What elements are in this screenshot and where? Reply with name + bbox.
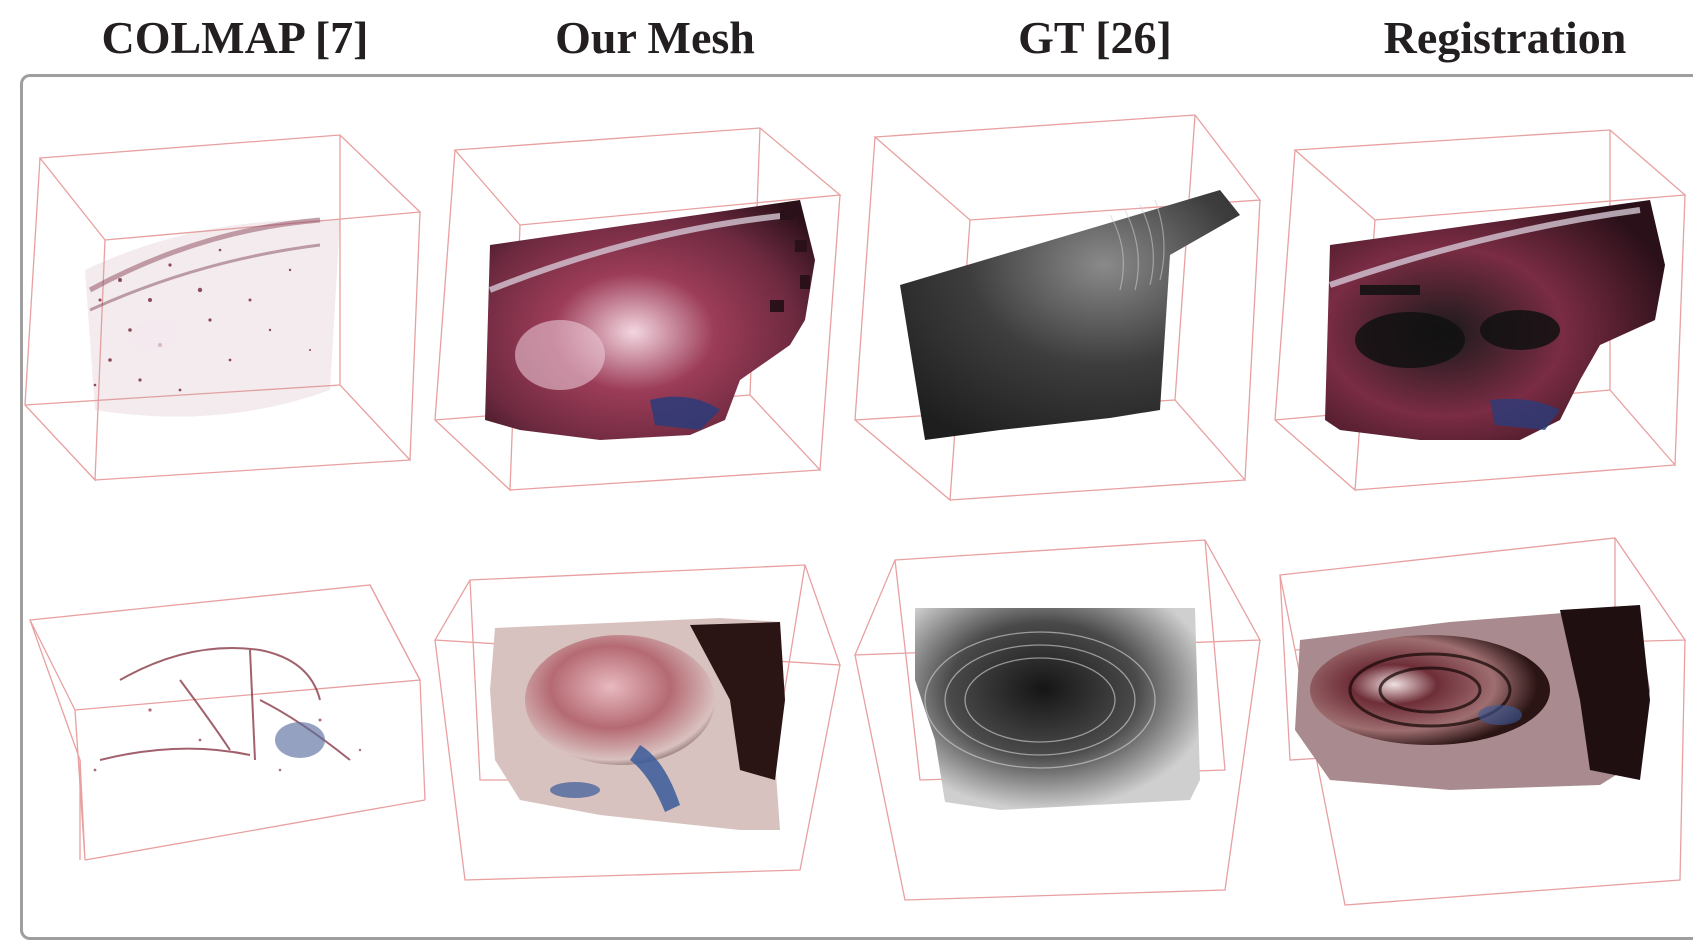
figure-frame xyxy=(20,74,1693,940)
column-title-our-mesh: Our Mesh xyxy=(555,12,755,63)
gt-depth-1 xyxy=(900,190,1240,440)
column-title-colmap: COLMAP [7] xyxy=(101,12,369,63)
column-title-registration: Registration xyxy=(1383,12,1627,63)
our-mesh-1 xyxy=(485,200,815,440)
bounding-box xyxy=(24,134,422,482)
registration-overlay-1 xyxy=(1325,200,1665,440)
gt-depth-2 xyxy=(915,608,1200,810)
column-title-gt: GT [26] xyxy=(1018,12,1172,63)
colmap-point-cloud-1 xyxy=(85,217,340,417)
our-mesh-2 xyxy=(490,618,785,830)
colmap-point-cloud-2 xyxy=(93,647,362,772)
registration-overlay-2 xyxy=(1295,605,1650,790)
bounding-box xyxy=(28,584,426,861)
